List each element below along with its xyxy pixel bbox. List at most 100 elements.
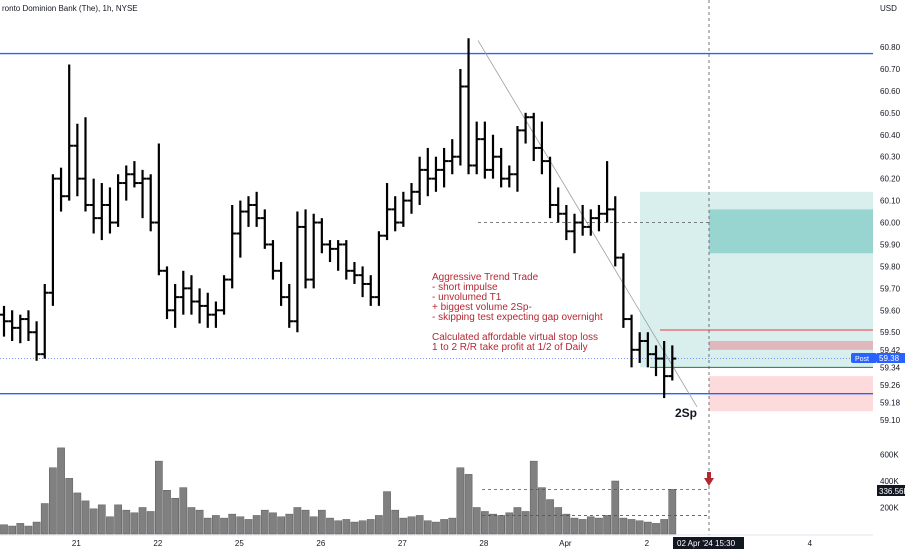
volume-bar <box>203 517 212 535</box>
price-bars <box>0 38 677 399</box>
volume-bar <box>73 492 82 535</box>
volume-bar <box>635 520 644 535</box>
ohlc-bar <box>244 196 253 227</box>
volume-bar <box>668 489 677 535</box>
date-tick-label: 21 <box>72 539 81 548</box>
ohlc-bar <box>586 209 595 236</box>
ohlc-bar <box>505 165 514 188</box>
price-tick-label: 60.10 <box>880 197 901 206</box>
price-tick-label: 59.26 <box>880 381 901 390</box>
volume-bar <box>399 517 408 535</box>
trendline[interactable] <box>477 40 698 408</box>
trendline-segment[interactable] <box>477 40 698 408</box>
annotation-line: 1 to 2 R/R take profit at 1/2 of Daily <box>432 342 588 353</box>
ohlc-bar <box>611 196 620 267</box>
annotation-line: Calculated affordable virtual stop loss <box>432 332 598 343</box>
volume-bar <box>358 520 367 535</box>
price-tick-label: 60.30 <box>880 153 901 162</box>
annotation-line: Aggressive Trend Trade <box>432 272 539 283</box>
ohlc-bar <box>391 196 400 232</box>
volume-bar <box>318 509 326 535</box>
ohlc-bar <box>529 112 538 162</box>
ohlc-bar <box>448 139 457 175</box>
annotation-line: - unvolumed T1 <box>432 292 502 303</box>
price-tick-label: 59.60 <box>880 306 901 315</box>
volume-bar <box>309 516 318 535</box>
ohlc-bar <box>464 38 473 175</box>
ohlc-bar <box>660 341 669 399</box>
ohlc-bar <box>358 266 367 298</box>
volume-bar <box>49 467 57 535</box>
volume-bar <box>114 504 122 535</box>
ohlc-bar <box>138 169 147 219</box>
price-tick-label: 60.40 <box>880 131 901 140</box>
ohlc-bar <box>16 314 25 344</box>
price-tick-label: 60.60 <box>880 87 901 96</box>
volume-bar <box>423 520 432 535</box>
date-axis[interactable]: 21 22 25 26 27 28 Apr 2 4 <box>0 534 873 548</box>
ohlc-bar <box>105 187 114 234</box>
ohlc-bar <box>73 123 82 197</box>
volume-bar <box>627 519 636 535</box>
price-tick-label: 59.50 <box>880 328 901 337</box>
annotation-text[interactable]: Aggressive Trend Trade- short impulse- u… <box>432 272 603 353</box>
volume-bar <box>586 516 595 535</box>
price-tick-label: 60.00 <box>880 219 901 228</box>
volume-bar <box>619 517 628 535</box>
price-tick-label: 60.20 <box>880 175 901 184</box>
volume-bar <box>464 474 473 535</box>
volume-bar <box>472 507 481 535</box>
volume-bar <box>660 519 668 535</box>
ohlc-bar <box>277 262 286 306</box>
ohlc-bar <box>472 121 481 175</box>
ohlc-bar <box>285 283 294 328</box>
ohlc-bar <box>268 240 277 280</box>
volume-bar <box>375 515 383 535</box>
price-axis[interactable]: 60.80 60.70 60.60 60.50 60.40 60.30 60.20 60.10… <box>880 43 901 425</box>
volume-bar <box>415 515 424 535</box>
volume-axis[interactable]: 600K 400K 200K <box>880 451 899 513</box>
volume-bar <box>16 523 25 535</box>
volume-bar <box>432 521 440 535</box>
ohlc-bar <box>154 143 163 276</box>
ohlc-bar <box>203 292 212 328</box>
chart-title: ronto Dominion Bank (The), 1h, NYSE <box>2 4 138 13</box>
ohlc-bar <box>546 156 555 219</box>
volume-bar <box>529 460 538 535</box>
volume-bar <box>391 509 400 535</box>
horizontal-levels[interactable] <box>0 52 873 395</box>
price-tick-label: 60.80 <box>880 43 901 52</box>
price-tick-label: 59.18 <box>880 398 901 407</box>
ohlc-bar <box>456 68 465 166</box>
volume-bar <box>89 508 98 535</box>
current-price-tag: Post 59.38 <box>851 353 905 363</box>
ohlc-bar <box>399 191 408 227</box>
ohlc-bar <box>228 204 237 289</box>
volume-bar <box>497 515 505 535</box>
ohlc-bar <box>89 178 98 234</box>
date-tick-label: 25 <box>235 539 244 548</box>
volume-bar <box>32 521 41 535</box>
volume-bar <box>293 507 302 535</box>
stop-zone <box>709 341 873 350</box>
ohlc-bar <box>317 218 326 254</box>
ohlc-bar <box>24 310 33 342</box>
volume-bar <box>24 525 33 535</box>
ohlc-bar <box>187 275 196 315</box>
volume-bar <box>440 519 448 535</box>
volume-bar <box>301 509 310 535</box>
volume-arrow-icon <box>704 472 714 486</box>
annotation-line: - short impulse <box>432 282 498 293</box>
volume-bar <box>187 507 196 535</box>
price-tick-label: 59.42 <box>880 346 901 355</box>
ohlc-bar <box>643 332 652 368</box>
volume-bar <box>228 513 237 535</box>
ohlc-bar <box>236 200 245 258</box>
volume-bar <box>171 497 180 535</box>
volume-bar <box>611 480 620 535</box>
ohlc-bar <box>301 209 310 289</box>
volume-tag: 336.56K <box>877 485 905 496</box>
volume-bar <box>350 521 359 535</box>
volume-bar <box>277 516 285 535</box>
